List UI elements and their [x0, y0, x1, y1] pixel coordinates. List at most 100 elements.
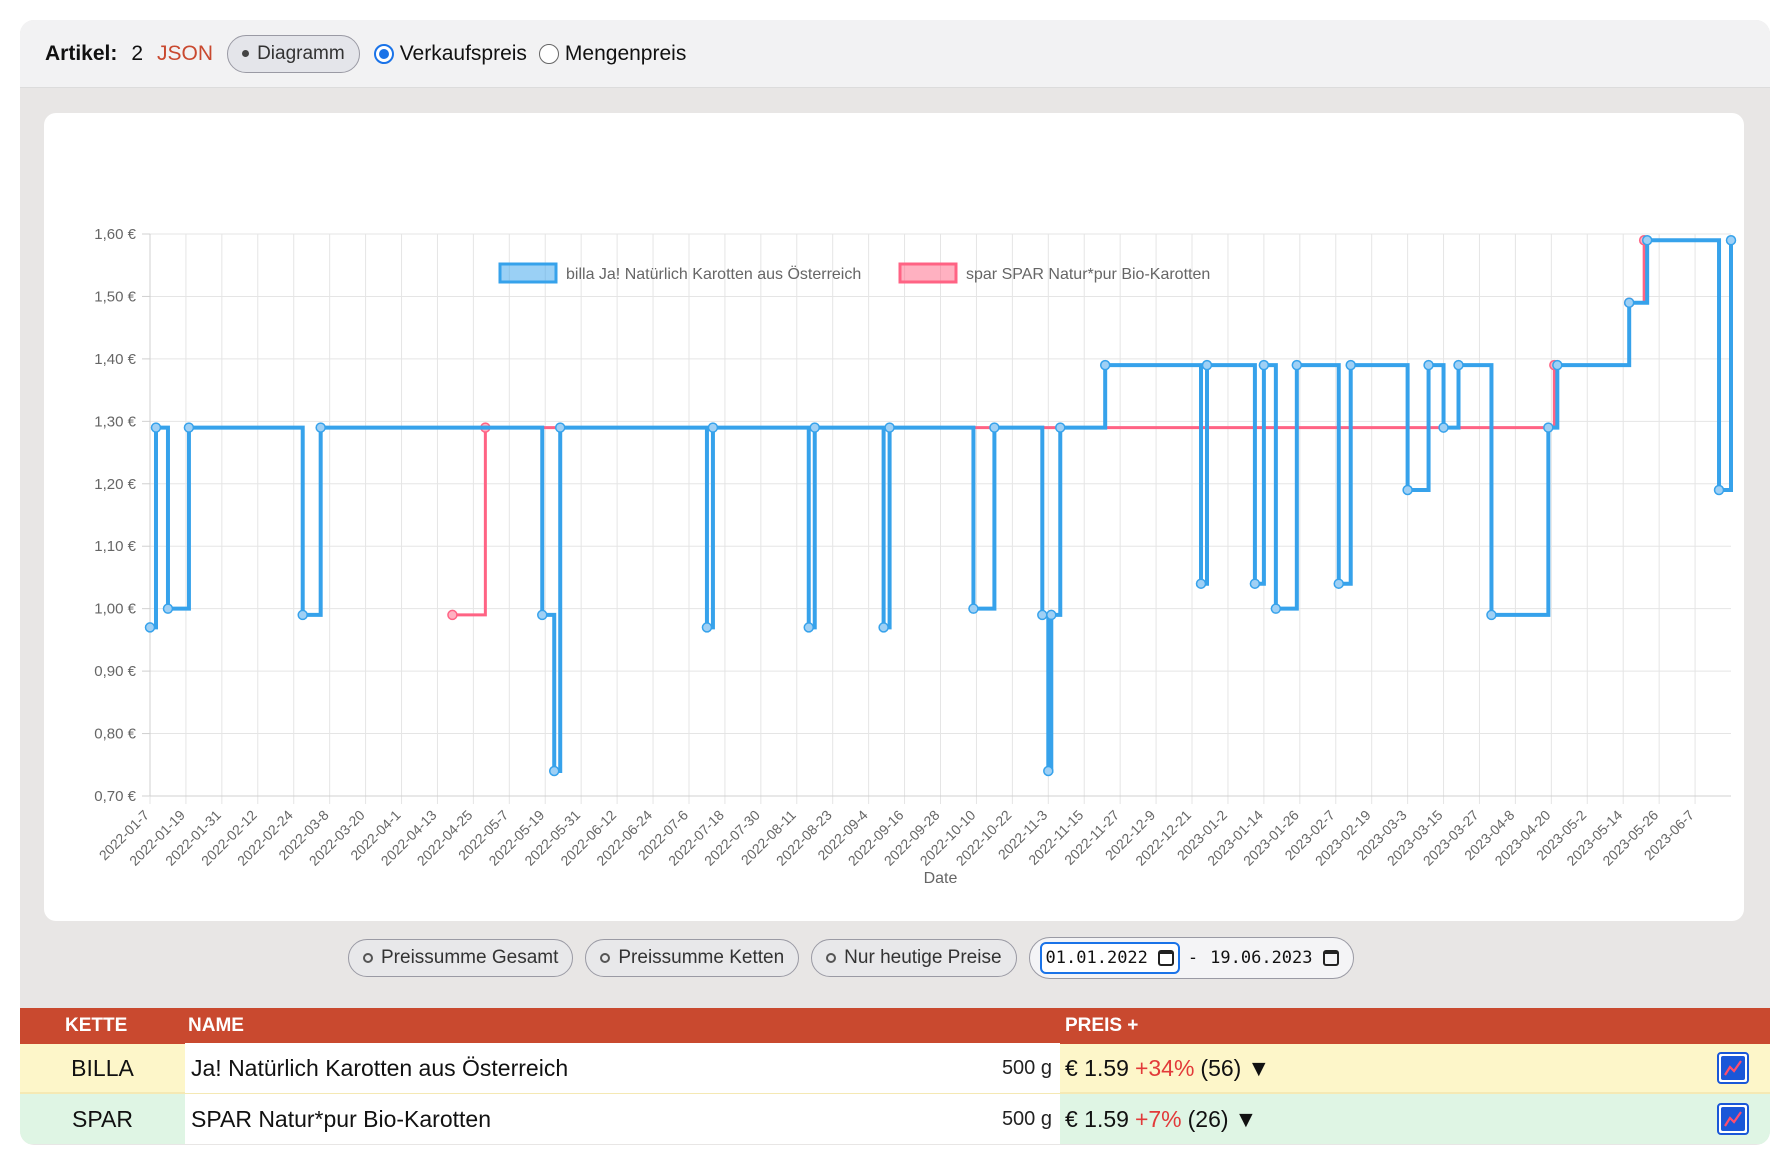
circle-icon [600, 953, 611, 963]
product-name[interactable]: Ja! Natürlich Karotten aus Österreich [191, 1054, 569, 1081]
data-point [1055, 422, 1066, 433]
y-tick-label: 1,60 € [94, 226, 136, 243]
y-tick-label: 0,90 € [94, 663, 136, 680]
quantity: 500 g [1001, 1107, 1052, 1130]
table-row[interactable]: SPAR SPAR Natur*pur Bio-Karotten 500 g €… [20, 1094, 1770, 1144]
data-point [1249, 578, 1261, 589]
price-change: +34% [1134, 1054, 1195, 1081]
y-tick-label: 1,10 € [94, 538, 136, 555]
preissumme-ketten-button[interactable]: Preissumme Ketten [585, 939, 800, 977]
data-point [315, 422, 326, 433]
date-separator: - [1187, 948, 1199, 968]
kette-cell: BILLA [71, 1054, 134, 1081]
radio-verkaufspreis-label: Verkaufspreis [399, 41, 527, 65]
quantity: 500 g [1001, 1056, 1052, 1079]
data-point [1725, 234, 1737, 246]
price: € 1.59 [1065, 1054, 1129, 1081]
legend-label-0: billa Ja! Natürlich Karotten aus Österre… [566, 265, 861, 283]
data-point [968, 603, 979, 614]
dot-icon [242, 50, 250, 57]
expand-arrow-icon[interactable]: ▼ [1247, 1054, 1271, 1081]
radio-mengenpreis[interactable]: Mengenpreis [538, 41, 687, 66]
legend-label-1: spar SPAR Natur*pur Bio-Karotten [966, 266, 1210, 283]
data-point [809, 422, 820, 433]
data-point [884, 422, 895, 433]
data-point [144, 622, 156, 633]
data-point [1046, 609, 1057, 621]
price-count: (56) [1200, 1054, 1242, 1081]
header-kette[interactable]: KETTE [65, 1015, 128, 1036]
y-tick-label: 1,30 € [94, 413, 136, 430]
data-point [1486, 609, 1497, 621]
date-from-input[interactable]: 01.01.2022 [1039, 942, 1180, 974]
data-point [537, 609, 548, 621]
data-point [1345, 359, 1356, 371]
data-point [162, 603, 174, 614]
table-row[interactable]: BILLA Ja! Natürlich Karotten aus Österre… [20, 1043, 1770, 1094]
product-name[interactable]: SPAR Natur*pur Bio-Karotten [191, 1105, 491, 1132]
data-point [1270, 603, 1282, 614]
radio-checked-icon[interactable] [373, 43, 394, 64]
price-cell[interactable]: € 1.59 +7% (26) ▼ [1065, 1106, 1257, 1133]
data-point [701, 622, 713, 633]
data-point [447, 609, 458, 621]
diagramm-button-label: Diagramm [257, 42, 345, 64]
data-point [1333, 578, 1344, 589]
y-tick-label: 1,20 € [94, 476, 136, 493]
data-point [297, 609, 308, 621]
artikel-count: 2 [131, 41, 144, 65]
preissumme-gesamt-button[interactable]: Preissumme Gesamt [348, 939, 574, 977]
data-point [1195, 578, 1207, 589]
data-point [1043, 765, 1054, 777]
data-point [1543, 422, 1554, 433]
toolbar: Artikel: 2 JSON Diagramm Verkaufspreis M… [20, 20, 1770, 88]
nur-heutige-preise-button[interactable]: Nur heutige Preise [811, 939, 1017, 977]
name-cell[interactable]: Ja! Natürlich Karotten aus Österreich 50… [185, 1043, 1060, 1093]
json-link[interactable]: JSON [157, 41, 214, 65]
radio-unchecked-icon[interactable] [538, 43, 559, 64]
nur-heutige-preise-label: Nur heutige Preise [844, 947, 1002, 968]
name-cell[interactable]: SPAR Natur*pur Bio-Karotten 500 g [185, 1094, 1060, 1144]
chart-icon[interactable] [1717, 1103, 1749, 1135]
data-point [1099, 359, 1111, 371]
price-change: +7% [1134, 1105, 1182, 1132]
price-history-chart: 0,70 € 0,80 € 0,90 € 1,00 € 1,10 € 1,20 € 1,30… [94, 226, 1737, 887]
date-to-input[interactable]: 19.06.2023 [1206, 944, 1342, 972]
data-point [1623, 297, 1635, 308]
price-table: KETTE NAME PREIS + BILLA Ja! Natürlich K… [20, 1008, 1770, 1144]
data-point [1291, 359, 1303, 371]
chart-icon[interactable] [1717, 1052, 1749, 1084]
calendar-icon[interactable] [1322, 950, 1339, 966]
diagramm-button[interactable]: Diagramm [227, 34, 360, 73]
data-point [183, 422, 195, 433]
price-cell[interactable]: € 1.59 +34% (56) ▼ [1065, 1055, 1270, 1082]
table-header: KETTE NAME PREIS + [20, 1008, 1770, 1044]
radio-verkaufspreis[interactable]: Verkaufspreis [373, 41, 527, 66]
data-point [989, 422, 1000, 433]
data-point [1552, 359, 1563, 371]
legend-swatch-0 [498, 262, 558, 284]
data-point [878, 622, 889, 633]
preissumme-ketten-label: Preissumme Ketten [618, 947, 785, 968]
data-point [1438, 422, 1449, 433]
y-tick-label: 0,70 € [94, 788, 136, 805]
y-tick-label: 1,40 € [94, 351, 136, 368]
preissumme-gesamt-label: Preissumme Gesamt [381, 947, 559, 968]
price: € 1.59 [1065, 1105, 1129, 1132]
radio-mengenpreis-label: Mengenpreis [564, 41, 687, 65]
data-point [1258, 359, 1270, 371]
expand-arrow-icon[interactable]: ▼ [1234, 1105, 1258, 1132]
calendar-icon[interactable] [1157, 950, 1174, 966]
header-name[interactable]: NAME [188, 1015, 244, 1036]
chart-card: 0,70 € 0,80 € 0,90 € 1,00 € 1,10 € 1,20 € 1,30… [44, 113, 1744, 921]
data-point [1402, 484, 1413, 496]
y-tick-label: 0,80 € [94, 726, 136, 743]
y-tick-label: 1,50 € [94, 288, 136, 305]
x-axis-label: Date [924, 870, 958, 887]
data-point [554, 422, 566, 433]
header-preis[interactable]: PREIS + [1065, 1015, 1139, 1036]
circle-icon [826, 953, 837, 963]
artikel-label: Artikel: [45, 41, 118, 65]
y-tick-label: 1,00 € [94, 601, 136, 618]
data-point [707, 422, 719, 433]
